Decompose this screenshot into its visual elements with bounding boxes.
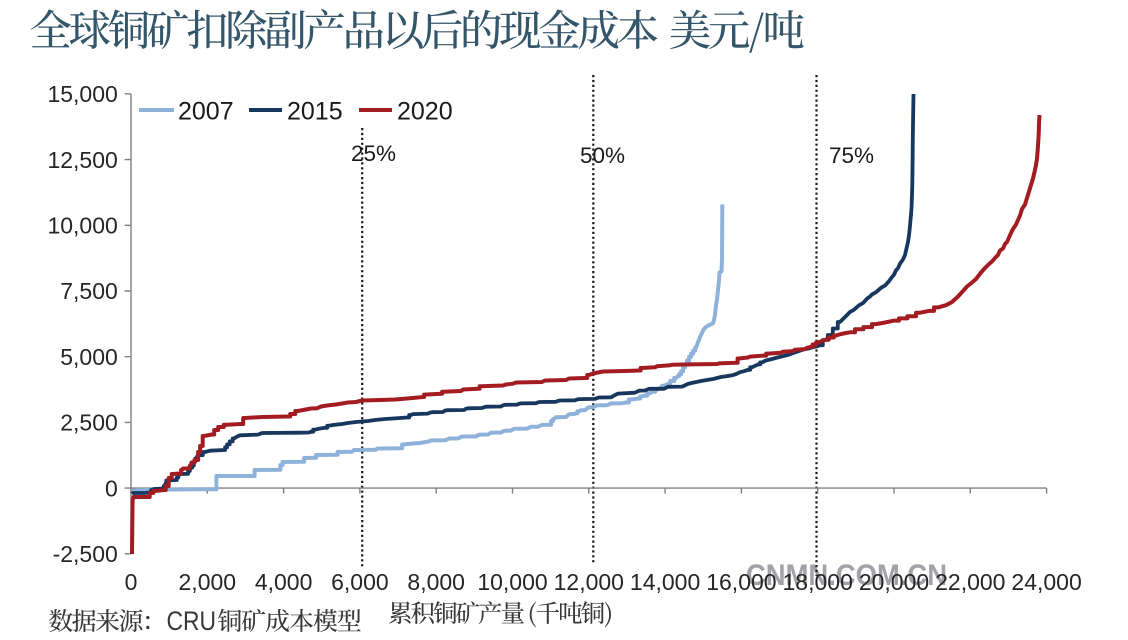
svg-text:10,000: 10,000 (47, 213, 117, 239)
svg-text:16,000: 16,000 (706, 569, 776, 595)
svg-text:20,000: 20,000 (859, 569, 929, 595)
svg-text:CNMN.COM.CN: CNMN.COM.CN (746, 559, 947, 592)
svg-text:4,000: 4,000 (255, 569, 313, 595)
svg-text:12,500: 12,500 (47, 147, 117, 173)
svg-text:15,000: 15,000 (47, 81, 117, 107)
svg-text:2,000: 2,000 (179, 569, 237, 595)
svg-text:2,500: 2,500 (60, 410, 118, 436)
svg-text:25%: 25% (351, 141, 396, 166)
svg-text:6,000: 6,000 (331, 569, 389, 595)
svg-text:7,500: 7,500 (60, 278, 118, 304)
svg-text:14,000: 14,000 (630, 569, 700, 595)
svg-text:-2,500: -2,500 (53, 541, 118, 567)
svg-text:CRU: CRU (167, 606, 217, 636)
svg-text:24,000: 24,000 (1011, 569, 1081, 595)
svg-text:22,000: 22,000 (935, 569, 1005, 595)
svg-text:12,000: 12,000 (554, 569, 624, 595)
svg-text:0: 0 (125, 569, 138, 595)
svg-text:2007: 2007 (178, 98, 234, 126)
svg-text:0: 0 (105, 475, 118, 501)
svg-text:50%: 50% (580, 143, 625, 168)
svg-text:2015: 2015 (287, 98, 343, 126)
svg-text:10,000: 10,000 (477, 569, 547, 595)
svg-text:8,000: 8,000 (407, 569, 465, 595)
svg-text:2020: 2020 (397, 98, 453, 126)
svg-text:18,000: 18,000 (783, 569, 853, 595)
svg-text:5,000: 5,000 (60, 344, 118, 370)
svg-text:75%: 75% (829, 143, 874, 168)
